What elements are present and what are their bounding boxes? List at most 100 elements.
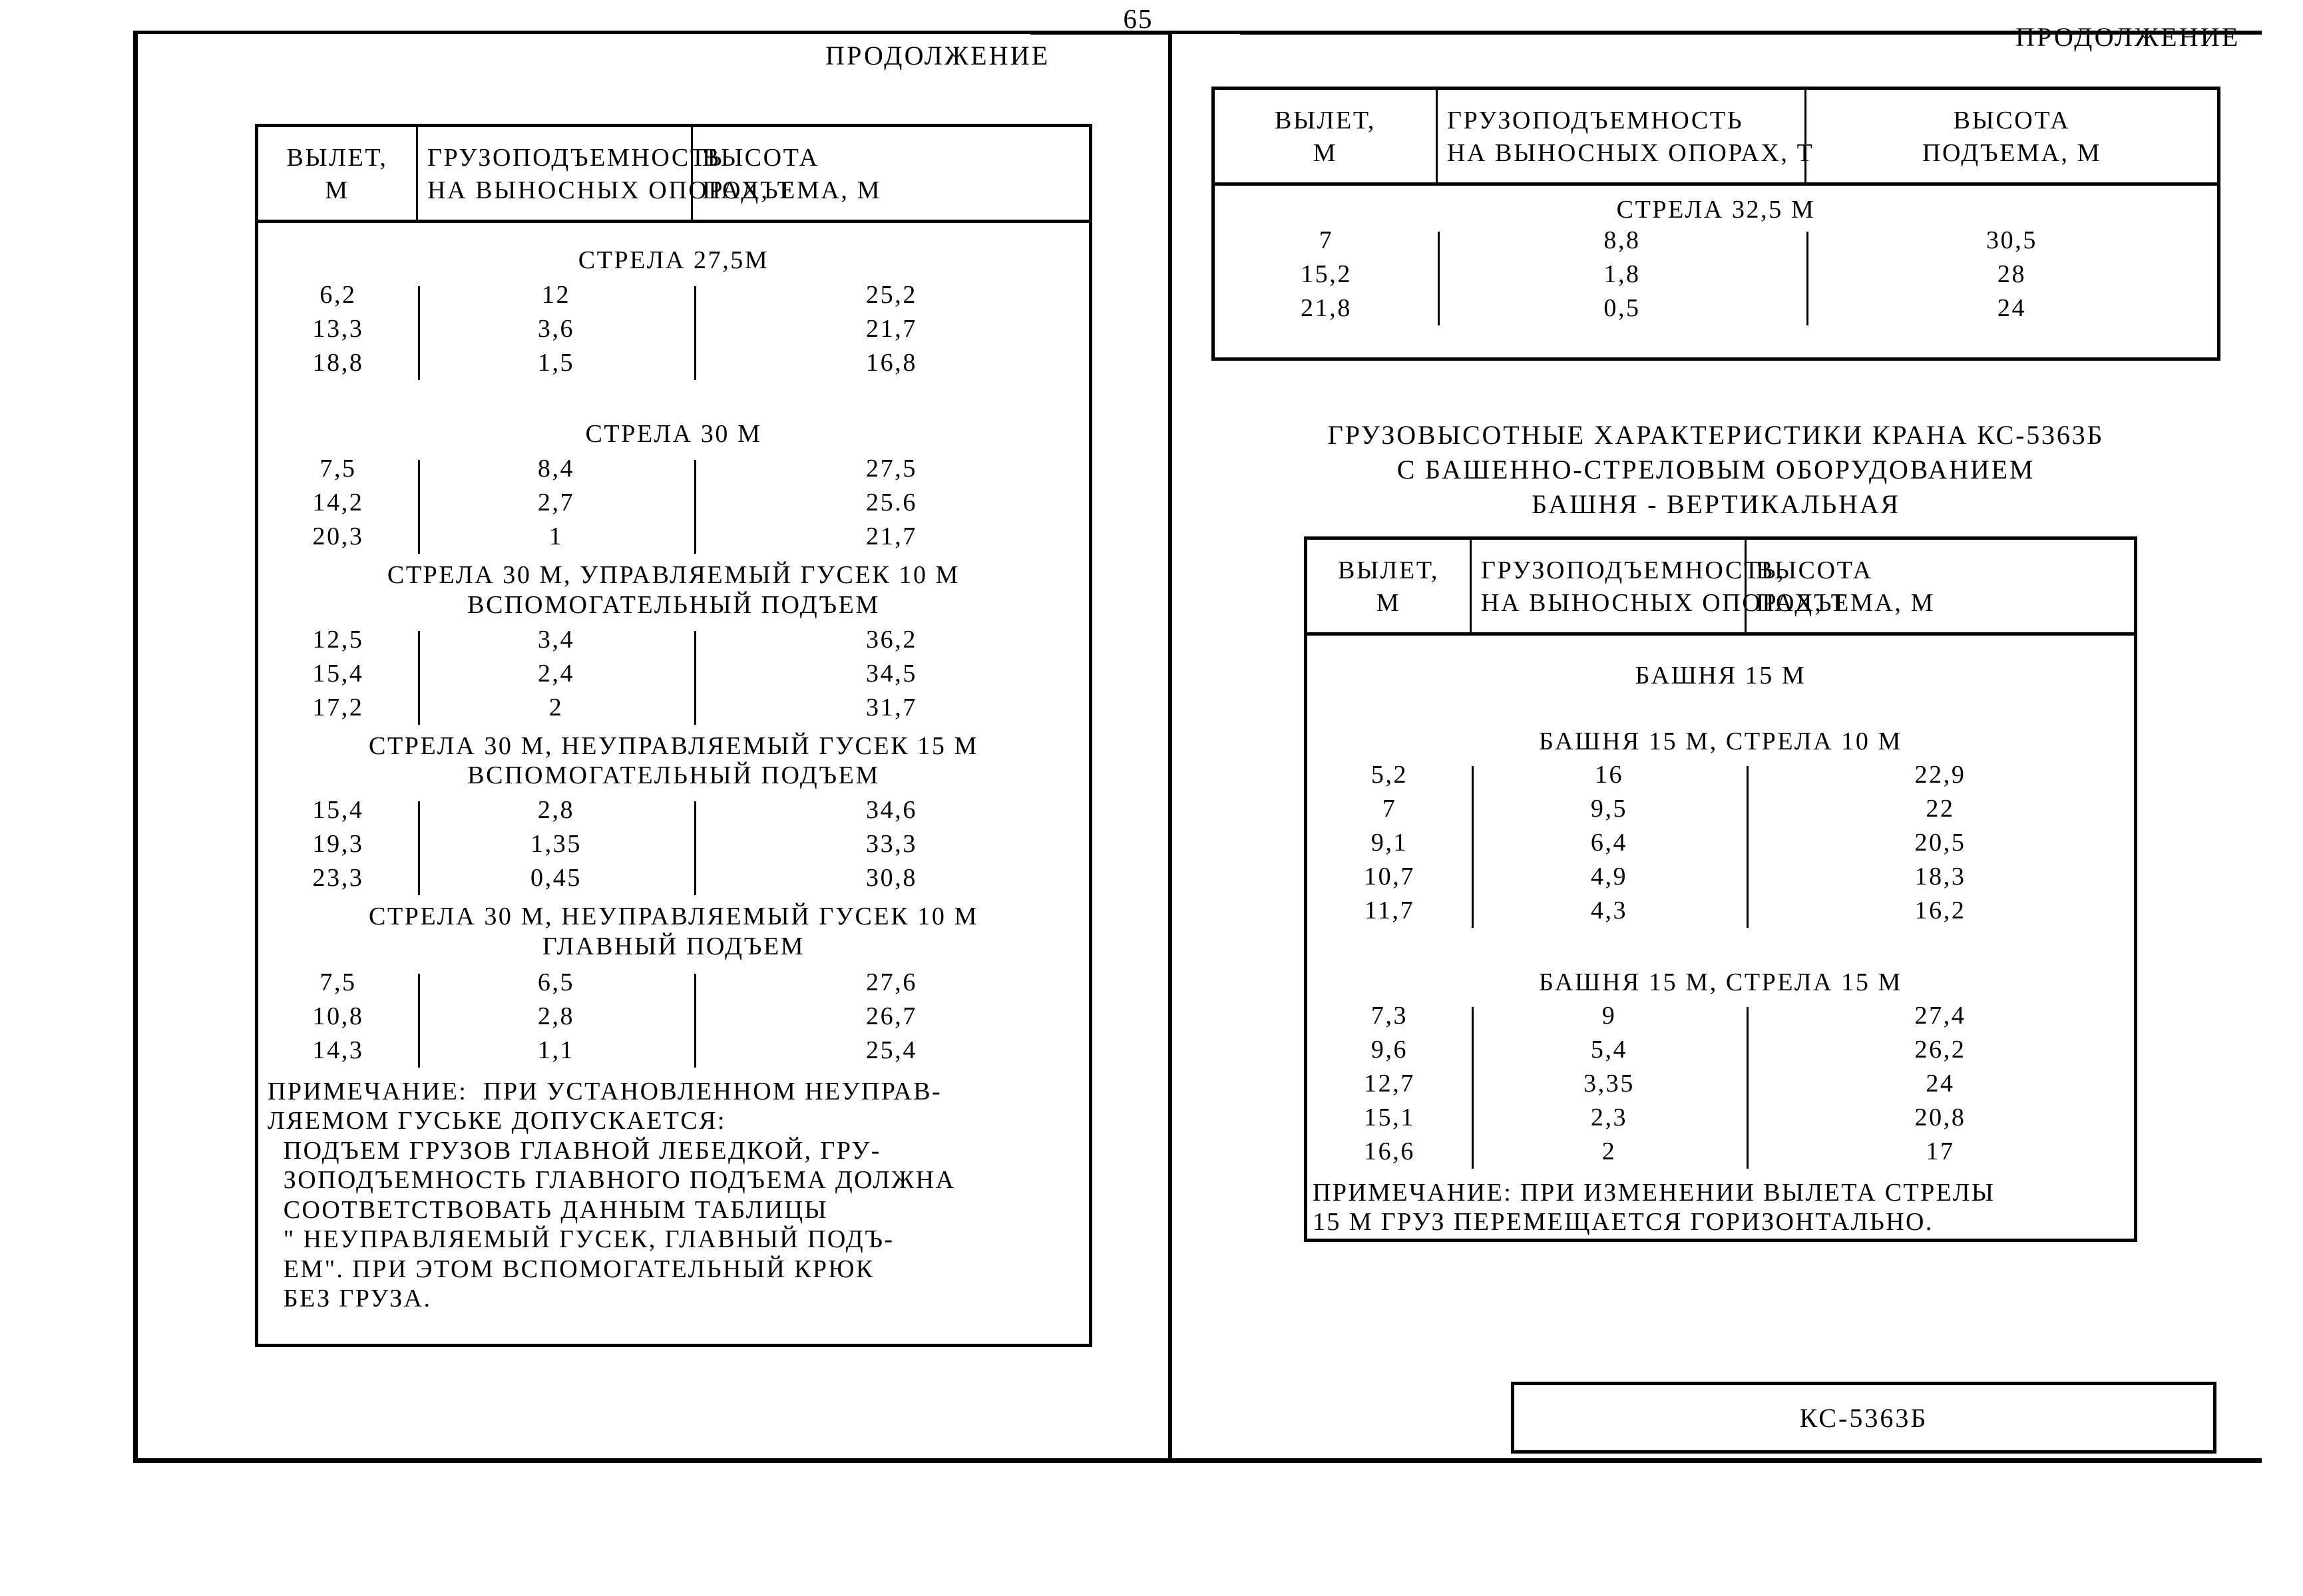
table-row: 7,5 6,5 27,6 <box>258 970 1089 1004</box>
cell-height: 25.6 <box>866 488 917 516</box>
cell-height: 26,7 <box>866 1002 917 1030</box>
cell-capacity: 9,5 <box>1590 794 1628 823</box>
cell-reach: 9,6 <box>1370 1035 1408 1064</box>
section-rows: 12,5 3,4 36,2 15,4 2,4 34,5 17,2 2 31,7 <box>258 627 1089 729</box>
section-caption: БАШНЯ 15 М, СТРЕЛА 10 М <box>1539 727 1902 756</box>
cell-height: 34,6 <box>866 796 917 825</box>
cell-reach: 14,2 <box>312 488 364 516</box>
cell-reach: 10,8 <box>312 1002 364 1030</box>
stamp-model-label: КС-5363Б <box>1799 1402 1928 1433</box>
table-row: 5,2 16 22,9 <box>1307 762 2134 796</box>
cell-capacity: 1,8 <box>1603 260 1641 289</box>
continuation-label-left: ПРОДОЛЖЕНИЕ <box>825 41 1050 71</box>
continuation-label-right: ПРОДОЛЖЕНИЕ <box>2015 22 2240 52</box>
cell-capacity: 2,8 <box>537 1002 575 1030</box>
table-left-header-col-capacity: ГРУЗОПОДЪЕМНОСТЬ НА ВЫНОСНЫХ ОПОРАХ, Т <box>418 127 795 220</box>
column-separator-2 <box>1806 232 1808 326</box>
cell-capacity: 8,4 <box>537 454 575 483</box>
section-rows: 7,5 6,5 27,6 10,8 2,8 26,7 14,3 1,1 25,4 <box>258 970 1089 1072</box>
cell-height: 22,9 <box>1914 760 1966 789</box>
table-left-body: СТРЕЛА 27,5М 6,2 12 25,2 13,3 3,6 21,7 1… <box>258 246 1089 1313</box>
table-right-bottom-note: ПРИМЕЧАНИЕ: ПРИ ИЗМЕНЕНИИ ВЫЛЕТА СТРЕЛЫ … <box>1313 1178 1995 1237</box>
cell-height: 25,4 <box>866 1036 917 1064</box>
cell-capacity: 2 <box>1601 1137 1617 1165</box>
cell-height: 28 <box>1997 260 2027 289</box>
column-separator-1 <box>418 973 420 1068</box>
table-row: 7 8,8 30,5 <box>1215 228 2217 262</box>
column-separator-1 <box>1472 765 1474 928</box>
cell-capacity: 4,9 <box>1590 862 1628 891</box>
cell-capacity: 1,5 <box>537 349 575 377</box>
cell-height: 27,6 <box>866 968 917 996</box>
cell-capacity: 5,4 <box>1590 1035 1628 1064</box>
cell-capacity: 0,5 <box>1603 294 1641 323</box>
section-caption: СТРЕЛА 30 М, УПРАВЛЯЕМЫЙ ГУСЕК 10 М <box>387 560 960 589</box>
table-row: 7,5 8,4 27,5 <box>258 456 1089 490</box>
section-caption: БАШНЯ 15 М, СТРЕЛА 15 М <box>1539 968 1902 996</box>
table-right-bottom-header-col-capacity: ГРУЗОПОДЪЕМНОСТЬ, НА ВЫНОСНЫХ ОПОРАХ, Т <box>1472 540 1848 633</box>
section-caption: СТРЕЛА 30 М, НЕУПРАВЛЯЕМЫЙ ГУСЕК 15 М <box>369 731 978 760</box>
cell-height: 18,3 <box>1914 862 1966 891</box>
cell-capacity: 9 <box>1601 1001 1617 1030</box>
section-rows: 7,3 9 27,4 9,6 5,4 26,2 12,7 3,35 24 15,… <box>1307 1003 2134 1173</box>
header-capacity-line2: НА ВЫНОСНЫХ ОПОРАХ, Т <box>427 176 795 204</box>
table-row: 15,2 1,8 28 <box>1215 262 2217 296</box>
column-separator-2 <box>694 630 696 725</box>
section-rows: 15,4 2,8 34,6 19,3 1,35 33,3 23,3 0,45 3… <box>258 797 1089 899</box>
table-right-top-header-row: ВЫЛЕТ, М ГРУЗОПОДЪЕМНОСТЬ НА ВЫНОСНЫХ ОП… <box>1215 90 2217 186</box>
header-height-line2: ПОДЪЕМА, М <box>1922 138 2101 167</box>
section-caption: СТРЕЛА 32,5 М <box>1616 196 1816 224</box>
cell-height: 33,3 <box>866 830 917 859</box>
cell-reach: 12,7 <box>1364 1069 1415 1097</box>
table-row: 20,3 1 21,7 <box>258 524 1089 558</box>
cell-reach: 20,3 <box>312 522 364 550</box>
column-separator-1 <box>418 286 420 381</box>
table-right-bottom-body: БАШНЯ 15 М БАШНЯ 15 М, СТРЕЛА 10 М 5,2 1… <box>1307 661 2134 1237</box>
table-right-bottom-header-col-reach: ВЫЛЕТ, М <box>1307 540 1472 633</box>
column-separator-1 <box>418 801 420 896</box>
table-row: 23,3 0,45 30,8 <box>258 865 1089 899</box>
page-number: 65 <box>1123 3 1153 34</box>
cell-reach: 15,1 <box>1364 1103 1415 1131</box>
table-left-header-row: ВЫЛЕТ, М ГРУЗОПОДЪЕМНОСТЬ НА ВЫНОСНЫХ ОП… <box>258 127 1089 224</box>
section-rows: 7,5 8,4 27,5 14,2 2,7 25.6 20,3 1 21,7 <box>258 456 1089 558</box>
header-height-line1: ВЫСОТА <box>1756 556 1873 584</box>
header-capacity-line1: ГРУЗОПОДЪЕМНОСТЬ <box>427 144 724 172</box>
cell-capacity: 12 <box>541 281 571 309</box>
cell-height: 16,8 <box>866 349 917 377</box>
table-row: 15,1 2,3 20,8 <box>1307 1105 2134 1139</box>
table-left-header-col-reach: ВЫЛЕТ, М <box>258 127 418 220</box>
cell-capacity: 4,3 <box>1590 896 1628 924</box>
cell-height: 27,5 <box>866 454 917 483</box>
table-row: 13,3 3,6 21,7 <box>258 316 1089 350</box>
cell-reach: 12,5 <box>312 625 364 654</box>
column-separator-2 <box>694 973 696 1068</box>
header-height-line1: ВЫСОТА <box>1953 106 2071 134</box>
cell-height: 26,2 <box>1914 1035 1966 1064</box>
table-row: 7 9,5 22 <box>1307 796 2134 830</box>
cell-height: 24 <box>1926 1069 1955 1097</box>
page-spine-divider <box>1168 31 1172 1463</box>
table-row: 12,5 3,4 36,2 <box>258 627 1089 661</box>
column-separator-1 <box>418 459 420 554</box>
header-reach-line2: М <box>325 176 349 204</box>
load-chart-table-right-bottom: ВЫЛЕТ, М ГРУЗОПОДЪЕМНОСТЬ, НА ВЫНОСНЫХ О… <box>1304 536 2137 1242</box>
cell-height: 30,8 <box>866 864 917 893</box>
cell-height: 16,2 <box>1914 896 1966 924</box>
table-right-top-header-col-capacity: ГРУЗОПОДЪЕМНОСТЬ НА ВЫНОСНЫХ ОПОРАХ, Т <box>1438 90 1812 183</box>
cell-reach: 21,8 <box>1301 294 1352 323</box>
table-row: 17,2 2 31,7 <box>258 695 1089 729</box>
table-right-top-header-col-height: ВЫСОТА ПОДЪЕМА, М <box>1806 90 2217 182</box>
page-frame <box>133 31 2262 1463</box>
headline-line-2: С БАШЕННО-СТРЕЛОВЫМ ОБОРУДОВАНИЕМ <box>1396 455 2035 485</box>
table-row: 9,6 5,4 26,2 <box>1307 1037 2134 1071</box>
table-row: 12,7 3,35 24 <box>1307 1071 2134 1105</box>
section-rows: 5,2 16 22,9 7 9,5 22 9,1 6,4 20,5 10,7 4… <box>1307 762 2134 932</box>
cell-reach: 15,2 <box>1301 260 1352 289</box>
header-capacity-line2: НА ВЫНОСНЫХ ОПОРАХ, Т <box>1481 588 1848 617</box>
cell-reach: 10,7 <box>1364 862 1415 891</box>
cell-height: 36,2 <box>866 625 917 654</box>
cell-reach: 15,4 <box>312 659 364 688</box>
cell-height: 34,5 <box>866 659 917 688</box>
cell-reach: 5,2 <box>1370 760 1408 789</box>
